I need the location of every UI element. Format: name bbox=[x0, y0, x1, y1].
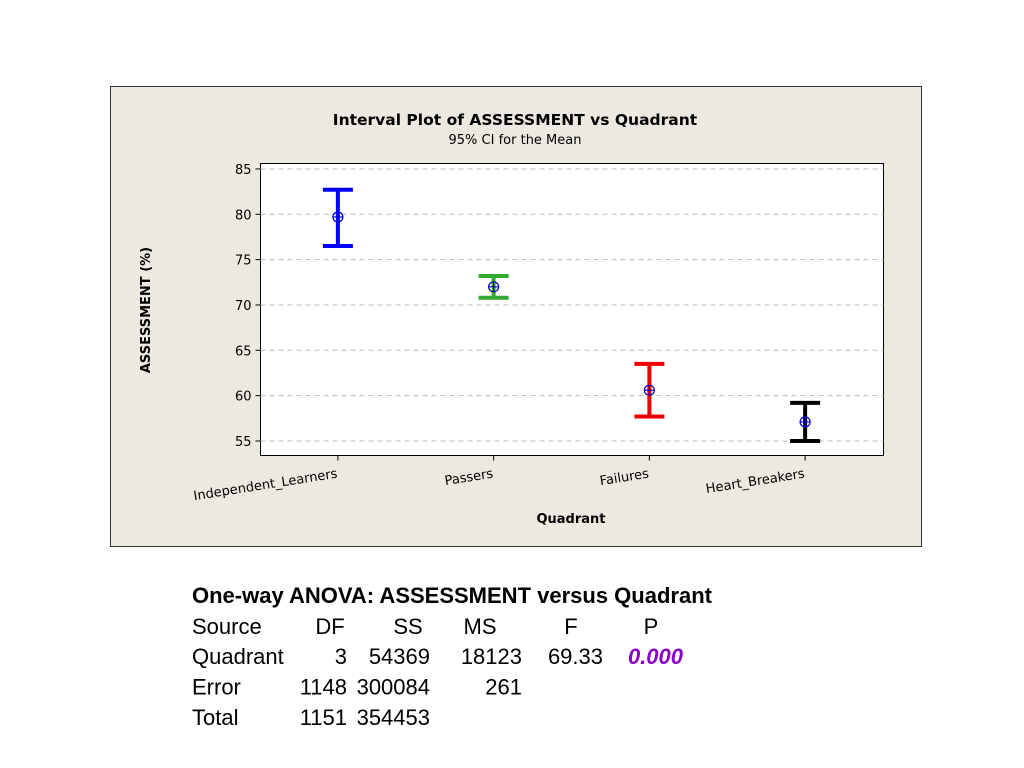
mean-marker-cross bbox=[800, 416, 811, 427]
chart-title: Interval Plot of ASSESSMENT vs Quadrant bbox=[333, 111, 698, 129]
y-tick-label: 75 bbox=[235, 254, 252, 269]
anova-cell: 18123 bbox=[461, 644, 522, 669]
plot-area bbox=[260, 163, 884, 456]
y-tick-label: 60 bbox=[235, 390, 252, 405]
anova-header-cell: P bbox=[644, 614, 659, 639]
anova-header-cell: MS bbox=[464, 614, 497, 639]
x-axis-label: Quadrant bbox=[536, 512, 605, 527]
anova-header-cell: SS bbox=[393, 614, 422, 639]
anova-header-cell: Source bbox=[192, 614, 262, 639]
anova-cell: 1151 bbox=[300, 705, 347, 730]
anova-title: One-way ANOVA: ASSESSMENT versus Quadran… bbox=[192, 583, 713, 608]
chart-subtitle: 95% CI for the Mean bbox=[449, 133, 582, 148]
anova-cell: 0.000 bbox=[628, 644, 684, 669]
anova-row-label: Total bbox=[192, 705, 238, 730]
anova-header-cell: F bbox=[564, 614, 577, 639]
y-tick-label: 70 bbox=[235, 299, 252, 314]
y-tick-label: 85 bbox=[235, 163, 252, 178]
anova-cell: 300084 bbox=[357, 675, 430, 700]
anova-header-cell: DF bbox=[315, 614, 344, 639]
mean-marker-cross bbox=[332, 212, 343, 223]
anova-row-label: Error bbox=[192, 675, 241, 700]
mean-marker-cross bbox=[644, 385, 655, 396]
anova-cell: 354453 bbox=[357, 705, 430, 730]
y-tick-label: 80 bbox=[235, 208, 252, 223]
mean-marker-cross bbox=[488, 281, 499, 292]
y-tick-label: 55 bbox=[235, 435, 252, 450]
y-axis-label: ASSESSMENT (%) bbox=[139, 247, 154, 373]
anova-cell: 261 bbox=[485, 675, 522, 700]
y-tick-label: 65 bbox=[235, 344, 252, 359]
anova-cell: 69.33 bbox=[548, 644, 603, 669]
anova-row-label: Quadrant bbox=[192, 644, 284, 669]
anova-cell: 54369 bbox=[369, 644, 430, 669]
anova-cell: 3 bbox=[335, 644, 347, 669]
anova-cell: 1148 bbox=[300, 675, 347, 700]
